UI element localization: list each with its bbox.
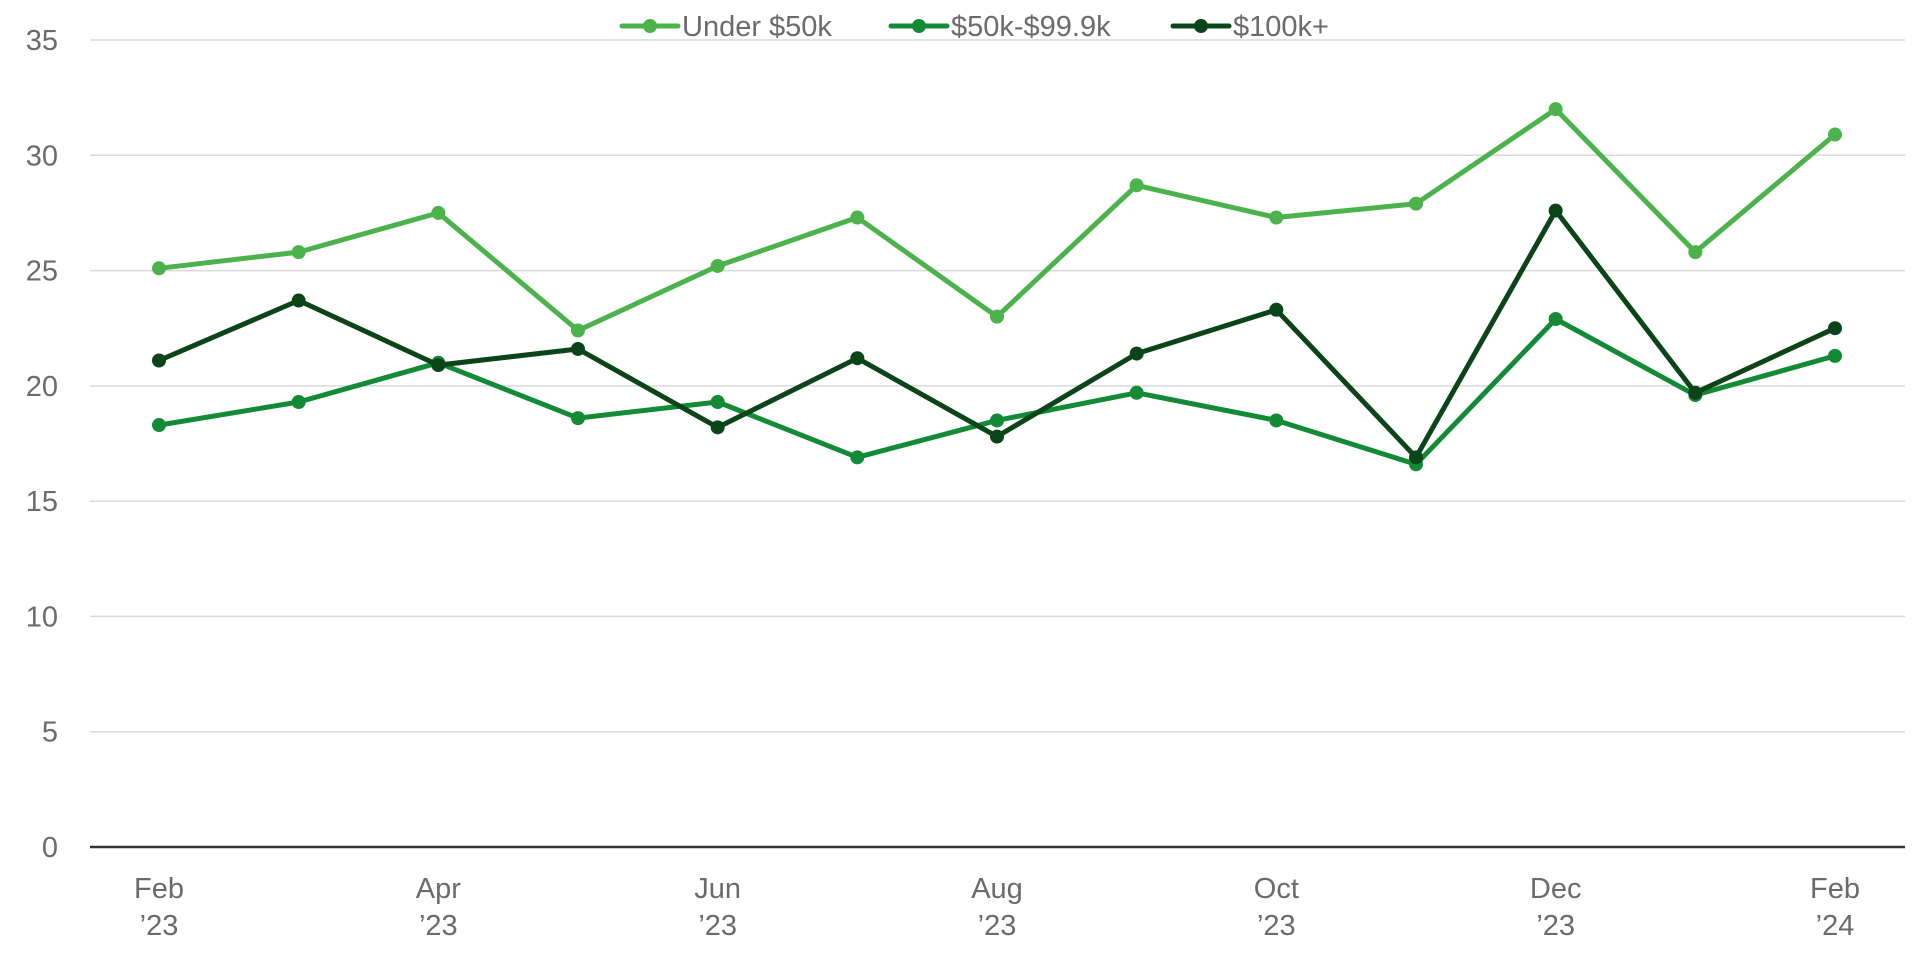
data-point (1129, 178, 1144, 193)
x-tick-label-month: Aug (971, 873, 1023, 905)
data-point (431, 205, 446, 220)
x-tick-label-month: Oct (1254, 873, 1299, 905)
x-tick-label-year: ’24 (1816, 910, 1855, 942)
data-point (1409, 196, 1423, 211)
data-point (1828, 127, 1842, 142)
data-point (152, 261, 166, 276)
legend-item: $50k-$99.9k (888, 11, 1111, 43)
y-tick-label: 25 (26, 256, 58, 288)
legend-swatch-marker (1194, 19, 1208, 33)
data-point (710, 394, 725, 409)
data-point (291, 293, 306, 308)
legend-item: Under $50k (619, 11, 832, 43)
data-point (1269, 210, 1284, 225)
data-point (571, 411, 585, 426)
data-point (1548, 102, 1563, 117)
data-point (1409, 450, 1423, 465)
data-point (291, 245, 306, 260)
y-tick-label: 5 (42, 717, 58, 749)
grid-layer (90, 39, 1905, 733)
data-point (571, 341, 585, 356)
legend: Under $50k $50k-$99.9k $100k+ (619, 11, 1329, 43)
y-tick-label: 20 (26, 371, 58, 403)
data-point (431, 358, 446, 373)
x-tick-label-year: ’23 (1536, 910, 1575, 942)
data-point (1548, 311, 1563, 326)
x-tick-label-month: Apr (416, 873, 461, 905)
data-point (291, 394, 306, 409)
data-point (1688, 385, 1703, 400)
data-point (710, 258, 725, 273)
y-tick-label: 15 (26, 486, 58, 518)
x-tick-label-year: ’23 (140, 910, 179, 942)
legend-swatch-marker (912, 19, 926, 33)
data-point (152, 353, 166, 368)
data-point (990, 309, 1004, 324)
series-group (152, 102, 1842, 338)
x-tick-label-month: Dec (1530, 873, 1582, 905)
series-group (152, 311, 1842, 472)
data-point (1828, 348, 1842, 363)
series-layer (152, 102, 1842, 472)
y-tick-label: 10 (26, 601, 58, 633)
data-point (1269, 413, 1284, 428)
data-point (571, 323, 585, 338)
legend-label: Under $50k (682, 11, 832, 43)
data-point (850, 210, 865, 225)
legend-swatch-marker (643, 19, 657, 33)
y-tick-label: 35 (26, 25, 58, 57)
x-tick-label-year: ’23 (978, 910, 1017, 942)
x-tick-label-year: ’23 (698, 910, 737, 942)
series-group (152, 203, 1842, 465)
x-tick-label-year: ’23 (1257, 910, 1296, 942)
data-point (850, 351, 865, 366)
data-point (1129, 346, 1144, 361)
series-line (156, 106, 1838, 333)
data-point (1828, 321, 1842, 336)
x-tick-label-month: Feb (1810, 873, 1860, 905)
x-tick-label-year: ’23 (419, 910, 458, 942)
data-point (990, 413, 1004, 428)
y-tick-label: 30 (26, 140, 58, 172)
data-point (850, 450, 865, 465)
data-point (990, 429, 1004, 444)
data-point (710, 420, 725, 435)
data-point (1548, 203, 1563, 218)
y-tick-label: 0 (42, 832, 58, 864)
x-tick-label-month: Jun (694, 873, 741, 905)
legend-label: $100k+ (1233, 11, 1329, 43)
data-point (1688, 245, 1703, 260)
data-point (152, 418, 166, 433)
legend-item: $100k+ (1170, 11, 1329, 43)
x-tick-label-month: Feb (134, 873, 184, 905)
data-point (1129, 385, 1144, 400)
data-point (1269, 302, 1284, 317)
axis-layer: 0 5 10 15 20 25 30 35 Feb ’23 Apr ’23 Jun ’23 Aug ’23 Oc… (26, 25, 1905, 942)
legend-label: $50k-$99.9k (951, 11, 1111, 43)
